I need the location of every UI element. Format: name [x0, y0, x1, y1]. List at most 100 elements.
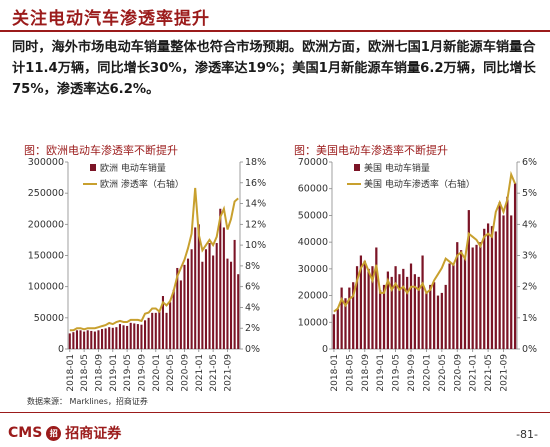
us-y2-tick-label: 2% — [522, 282, 537, 293]
us-bar — [409, 263, 413, 349]
europe-ev-chart: 0 50000 100000 150000 200000 250000 300000 0% 2%… — [28, 157, 266, 392]
eu-x-tick-label: 2020-05 — [166, 354, 176, 392]
eu-y-tick-label: 150000 — [28, 251, 64, 262]
us-ev-chart: 0 10000 20000 30000 40000 50000 60000 70000 0% 1%… — [298, 157, 537, 392]
logo-prefix: CMS — [8, 425, 43, 441]
us-bar — [386, 271, 390, 349]
eu-bar — [93, 331, 96, 349]
us-y2-tick-label: 0% — [522, 344, 537, 355]
us-bar — [413, 274, 416, 349]
europe-chart-title: 图：欧洲电动车渗透率不断提升 — [24, 144, 178, 157]
us-bar — [486, 223, 490, 349]
eu-legend-bar-label: 欧洲 电动车销量 — [100, 162, 166, 174]
title-divider — [0, 30, 550, 32]
eu-bar — [147, 317, 150, 349]
us-y-tick-label: 30000 — [298, 264, 328, 275]
eu-bar — [176, 267, 179, 349]
us-bar — [471, 247, 474, 349]
us-bar — [494, 231, 497, 349]
eu-bar — [140, 324, 143, 349]
cms-logo: CMS 招 招商证券 — [8, 423, 121, 443]
us-bar — [340, 287, 343, 349]
us-legend-bar-swatch — [354, 164, 360, 171]
us-bar — [483, 228, 486, 349]
eu-bar — [169, 302, 172, 349]
eu-x-tick-label: 2020-01 — [152, 354, 162, 392]
us-bar — [475, 244, 478, 349]
eu-x-tick-label: 2019-01 — [109, 354, 119, 392]
us-bar — [367, 268, 370, 349]
eu-y2-tick-label: 16% — [245, 178, 266, 189]
eu-bar — [151, 312, 154, 349]
us-bar — [375, 247, 378, 349]
us-bar — [421, 255, 424, 349]
us-bar — [359, 255, 363, 349]
us-bar — [456, 242, 459, 349]
eu-bar — [219, 208, 222, 349]
eu-bar — [115, 327, 118, 349]
us-x-tick-label: 2021-09 — [500, 354, 510, 392]
us-x-tick-label: 2018-05 — [345, 354, 355, 392]
eu-bar — [208, 243, 211, 349]
eu-y2-tick-label: 14% — [245, 199, 266, 210]
us-bar — [371, 266, 374, 349]
eu-y-tick-label: 300000 — [28, 157, 64, 168]
eu-bar — [190, 249, 193, 349]
us-bar — [425, 292, 428, 349]
us-bar — [502, 215, 505, 349]
eu-bar — [90, 330, 93, 349]
page-number: -81- — [516, 428, 538, 441]
us-bar — [402, 268, 405, 349]
us-x-tick-label: 2018-01 — [330, 354, 340, 392]
us-penetration-line — [333, 170, 517, 313]
eu-y2-tick-label: 8% — [245, 261, 260, 272]
eu-y2-tick-label: 12% — [245, 219, 266, 230]
us-y2-tick-label: 5% — [522, 188, 537, 199]
us-y-tick-label: 70000 — [298, 157, 328, 168]
eu-y-tick-label: 200000 — [28, 219, 64, 230]
us-bar — [417, 276, 420, 349]
eu-legend-line-label: 欧洲 渗透率（右轴） — [100, 178, 184, 190]
eu-bar — [233, 239, 236, 349]
us-bar — [436, 295, 440, 349]
eu-bar — [83, 331, 86, 349]
eu-bar — [86, 330, 89, 349]
us-bar — [379, 290, 382, 349]
eu-bar — [136, 324, 139, 349]
page-title: 关注电动汽车渗透率提升 — [12, 9, 210, 29]
eu-x-tick-label: 2021-01 — [195, 354, 205, 392]
us-y2-tick-label: 3% — [522, 251, 537, 262]
us-bar — [506, 196, 509, 349]
eu-bar — [104, 328, 107, 349]
eu-bar — [197, 224, 200, 349]
eu-x-tick-label: 2018-01 — [66, 354, 76, 392]
eu-x-tick-label: 2021-05 — [209, 354, 219, 392]
footer-divider — [0, 412, 550, 413]
us-bar — [433, 282, 436, 349]
eu-bar — [230, 261, 233, 349]
us-bar — [352, 282, 355, 349]
eu-x-tick-label: 2019-09 — [137, 354, 147, 392]
us-bar — [406, 276, 409, 349]
eu-bar — [222, 227, 225, 349]
eu-penetration-line — [69, 187, 239, 332]
us-x-tick-label: 2020-09 — [453, 354, 463, 392]
us-y-tick-label: 40000 — [298, 237, 328, 248]
eu-bar — [204, 249, 207, 349]
us-x-tick-label: 2019-01 — [376, 354, 386, 392]
eu-bar — [154, 312, 157, 349]
eu-y-tick-label: 50000 — [34, 313, 64, 324]
body-paragraph: 同时，海外市场电动车销量整体也符合市场预期。欧洲方面，欧洲七国1月新能源车销量合… — [12, 40, 536, 97]
us-bar — [348, 287, 351, 349]
eu-bar — [101, 329, 104, 349]
us-bar — [440, 292, 443, 349]
us-x-tick-label: 2019-05 — [392, 354, 402, 392]
eu-bar — [172, 289, 175, 349]
eu-bar — [158, 311, 161, 349]
us-bar — [448, 263, 451, 349]
us-bar — [336, 308, 339, 349]
us-bar — [490, 226, 494, 349]
us-bar — [398, 274, 401, 349]
eu-bar — [118, 324, 121, 349]
us-x-tick-label: 2020-05 — [438, 354, 448, 392]
